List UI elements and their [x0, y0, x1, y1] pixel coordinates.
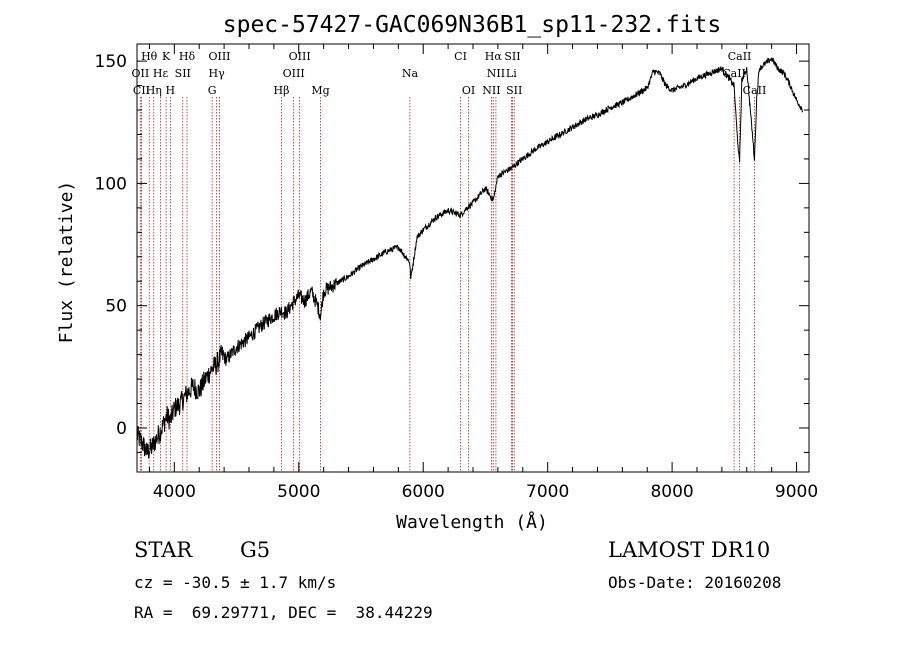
spectral-line-label: H [166, 84, 176, 97]
spectral-line-label: Li [506, 67, 517, 80]
spectral-line-label: CaII [743, 84, 767, 97]
spectral-line-label: Hγ [209, 67, 226, 80]
y-tick-label: 0 [116, 419, 127, 439]
spectral-line-label: SII [175, 67, 191, 80]
coordinates-text: RA = 69.29771, DEC = 38.44229 [134, 603, 433, 622]
x-axis-label: Wavelength (Å) [396, 511, 548, 533]
x-tick-label: 7000 [526, 482, 569, 502]
spectral-line-label: SII [504, 50, 520, 63]
obs-date-text: Obs-Date: 20160208 [608, 573, 782, 592]
spectral-line-label: OIII [208, 50, 230, 63]
spectral-line-label: NII [482, 84, 500, 97]
chart-title: spec-57427-GAC069N36B1_sp11-232.fits [223, 12, 722, 38]
spectral-line-label: Hα [485, 50, 503, 63]
y-axis-label: Flux (relative) [56, 181, 77, 344]
spectral-line-label: Hη [146, 84, 162, 97]
x-tick-label: 8000 [650, 482, 693, 502]
spectral-line-label: OII [132, 67, 150, 80]
spectral-line-label: Na [402, 67, 419, 80]
spectrum-line [136, 57, 804, 459]
spectral-line-label: G [208, 84, 217, 97]
spectral-line-label: Hδ [179, 50, 196, 63]
spectral-line-label: CI [454, 50, 467, 63]
x-tick-label: 5000 [277, 482, 320, 502]
survey-name: LAMOST DR10 [608, 538, 771, 562]
x-tick-label: 9000 [775, 482, 818, 502]
spectral-line-label: OIII [289, 50, 311, 63]
y-tick-label: 150 [95, 52, 127, 72]
plot-frame [136, 43, 810, 473]
object-subclass: G5 [240, 538, 271, 562]
axis-ticks: 4000 5000 6000 7000 8000 9000 0 50 100 150 [95, 44, 818, 502]
spectral-line-label: SII [506, 84, 522, 97]
spectral-line-label: CaII [728, 50, 752, 63]
spectral-line-label: K [162, 50, 171, 63]
spectral-line-label: OI [462, 84, 475, 97]
spectral-line-label: NII [487, 67, 505, 80]
object-class: STAR [134, 538, 193, 562]
spectral-line-label: Mg [311, 84, 329, 97]
x-tick-label: 4000 [153, 482, 196, 502]
x-tick-label: 6000 [402, 482, 445, 502]
spectrum-series [136, 57, 804, 459]
redshift-text: cz = -30.5 ± 1.7 km/s [134, 573, 337, 592]
spectral-line-label: Hε [153, 67, 169, 80]
spectral-line-label: Hθ [141, 50, 158, 63]
spectral-line-label: OIII [283, 67, 305, 80]
y-tick-label: 50 [105, 297, 127, 317]
spectral-line-label: Hβ [274, 84, 290, 97]
y-tick-label: 100 [95, 174, 127, 194]
